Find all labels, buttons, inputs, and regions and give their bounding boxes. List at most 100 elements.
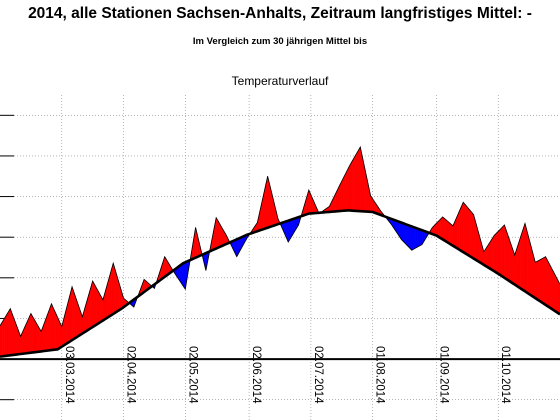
x-tick-label: 02.07.2014 bbox=[312, 346, 324, 404]
chart-title: 2014, alle Stationen Sachsen-Anhalts, Ze… bbox=[28, 5, 532, 22]
deviation-segment bbox=[409, 225, 412, 251]
deviation-segment bbox=[539, 258, 542, 303]
deviation-segment bbox=[543, 256, 546, 306]
deviation-segment bbox=[528, 238, 532, 296]
deviation-segment bbox=[506, 230, 509, 281]
deviation-segment bbox=[47, 309, 50, 351]
deviation-segment bbox=[456, 211, 460, 250]
deviation-segment bbox=[110, 263, 114, 316]
deviation-segment bbox=[467, 206, 470, 257]
deviation-segment bbox=[32, 316, 36, 353]
deviation-segment bbox=[180, 262, 184, 287]
deviation-segment bbox=[415, 227, 419, 249]
deviation-segment bbox=[524, 223, 528, 294]
deviation-segment bbox=[471, 211, 474, 259]
x-tick-label: 03.03.2014 bbox=[63, 346, 75, 404]
deviation-segment bbox=[537, 259, 540, 302]
deviation-segment bbox=[353, 153, 357, 212]
deviation-segment bbox=[49, 303, 52, 351]
deviation-segment bbox=[545, 256, 548, 307]
deviation-segment bbox=[405, 223, 408, 247]
deviation-segment bbox=[215, 216, 219, 249]
x-tick-label: 01.09.2014 bbox=[438, 346, 450, 404]
deviation-segment bbox=[351, 156, 355, 211]
deviation-segment bbox=[547, 260, 550, 308]
deviation-segment bbox=[5, 311, 9, 357]
series-lines bbox=[0, 145, 560, 361]
deviation-segment bbox=[92, 280, 95, 328]
deviation-segment bbox=[98, 292, 102, 324]
deviation-segment bbox=[444, 218, 447, 243]
deviation-segment bbox=[489, 238, 493, 271]
x-tick-label: 02.06.2014 bbox=[250, 346, 262, 404]
deviation-segment bbox=[73, 292, 77, 340]
deviation-segment bbox=[347, 164, 351, 211]
deviation-segment bbox=[508, 236, 511, 283]
deviation-segment bbox=[113, 263, 116, 315]
deviation-segment bbox=[55, 312, 58, 350]
deviation-segment bbox=[0, 321, 3, 357]
deviation-segment bbox=[26, 318, 30, 354]
deviation-segment bbox=[417, 228, 421, 248]
deviation-segment bbox=[518, 235, 522, 290]
deviation-segment bbox=[522, 223, 526, 292]
deviation-segment bbox=[495, 230, 499, 275]
deviation-segment bbox=[520, 229, 524, 291]
deviation-segment bbox=[30, 312, 34, 353]
deviation-segment bbox=[53, 308, 56, 351]
deviation-segment bbox=[349, 160, 353, 211]
deviation-segment bbox=[183, 261, 186, 290]
deviation-segment bbox=[401, 222, 404, 243]
deviation-segment bbox=[535, 260, 538, 300]
deviation-segment bbox=[541, 257, 544, 304]
deviation-segment bbox=[438, 218, 441, 239]
deviation-segment bbox=[341, 176, 345, 212]
deviation-segment bbox=[28, 313, 32, 354]
deviation-segment bbox=[555, 276, 559, 314]
deviation-segment bbox=[419, 229, 423, 246]
deviation-areas bbox=[0, 146, 560, 357]
deviation-segment bbox=[487, 241, 491, 270]
plot-title: Temperaturverlauf bbox=[231, 74, 329, 88]
deviation-segment bbox=[448, 221, 452, 245]
deviation-segment bbox=[491, 234, 495, 272]
deviation-segment bbox=[355, 149, 359, 212]
deviation-segment bbox=[51, 303, 54, 351]
deviation-segment bbox=[450, 223, 454, 247]
deviation-segment bbox=[502, 224, 505, 279]
deviation-segment bbox=[413, 226, 417, 250]
deviation-segment bbox=[549, 264, 552, 310]
chart-subtitle: Im Vergleich zum 30 jährigen Mittel bis bbox=[192, 36, 368, 47]
deviation-segment bbox=[446, 220, 450, 244]
deviation-segment bbox=[516, 242, 520, 288]
deviation-segment bbox=[553, 272, 557, 313]
deviation-segment bbox=[458, 206, 462, 252]
deviation-segment bbox=[96, 288, 100, 325]
series-line-mean bbox=[0, 209, 560, 358]
x-tick-label: 01.10.2014 bbox=[499, 346, 511, 404]
x-tick-label: 02.05.2014 bbox=[186, 346, 198, 404]
deviation-segment bbox=[526, 231, 530, 295]
deviation-segment bbox=[358, 146, 361, 212]
deviation-segment bbox=[465, 204, 468, 256]
deviation-segment bbox=[500, 226, 503, 277]
deviation-segment bbox=[343, 172, 347, 211]
deviation-segment bbox=[407, 224, 410, 249]
deviation-segment bbox=[411, 226, 415, 251]
deviation-segment bbox=[493, 232, 497, 273]
deviation-segment bbox=[551, 268, 555, 311]
deviation-segment bbox=[12, 314, 15, 356]
deviation-segment bbox=[8, 307, 11, 356]
x-axis-ticks: 03.03.2014 02.04.2014 02.05.2014 02.06.2014… bbox=[63, 346, 511, 404]
deviation-segment bbox=[71, 286, 75, 341]
deviation-segment bbox=[498, 228, 501, 276]
deviation-segment bbox=[218, 220, 221, 248]
deviation-segment bbox=[460, 202, 464, 253]
deviation-segment bbox=[440, 216, 443, 240]
deviation-segment bbox=[34, 319, 38, 353]
deviation-segment bbox=[469, 209, 472, 258]
x-tick-label: 01.08.2014 bbox=[374, 346, 386, 404]
deviation-segment bbox=[339, 181, 342, 212]
deviation-segment bbox=[36, 323, 40, 353]
